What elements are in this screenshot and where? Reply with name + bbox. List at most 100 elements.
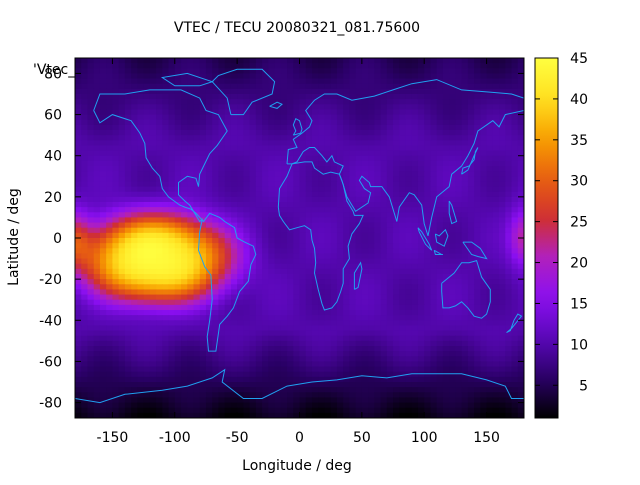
heatmap-cell [411,356,419,363]
heatmap-cell [517,191,524,198]
heatmap-cell [237,124,244,131]
heatmap-cell [349,376,357,383]
heatmap-cell [399,315,407,321]
heatmap-cell [199,88,207,95]
heatmap-cell [386,73,394,80]
heatmap-cell [405,315,413,321]
heatmap-cell [205,243,213,249]
heatmap-cell [174,299,182,306]
heatmap-cell [343,248,350,255]
heatmap-cell [287,268,294,275]
heatmap-cell [393,325,400,332]
heatmap-cell [455,227,463,234]
heatmap-cell [405,130,413,136]
heatmap-cell [75,387,82,393]
heatmap-cell [75,356,82,363]
heatmap-cell [168,361,176,368]
heatmap-cell [99,371,107,378]
heatmap-cell [274,176,282,183]
heatmap-cell [455,351,463,357]
heatmap-cell [361,145,369,152]
heatmap-cell [75,212,82,219]
heatmap-cell [336,176,344,183]
heatmap-cell [274,171,282,177]
heatmap-cell [499,135,506,141]
heatmap-cell [467,340,475,347]
heatmap-cell [442,191,450,198]
heatmap-cell [274,68,282,75]
heatmap-cell [374,207,382,213]
heatmap-cell [106,109,114,116]
heatmap-cell [480,181,488,188]
heatmap-cell [93,104,101,111]
heatmap-cell [137,145,145,152]
heatmap-cell [268,135,276,141]
heatmap-cell [467,124,475,131]
heatmap-cell [386,150,394,157]
heatmap-cell [162,294,170,301]
heatmap-cell [131,202,138,208]
heatmap-cell [324,186,332,193]
heatmap-cell [280,402,288,409]
heatmap-cell [99,119,107,126]
heatmap-cell [336,279,344,285]
heatmap-cell [255,330,263,337]
heatmap-cell [430,346,438,352]
heatmap-cell [205,176,213,183]
heatmap-cell [355,258,363,265]
heatmap-cell [318,330,326,337]
heatmap-cell [93,238,101,244]
heatmap-cell [143,232,151,239]
heatmap-cell [355,304,363,311]
heatmap-cell [455,207,463,213]
heatmap-cell [205,310,213,316]
heatmap-cell [405,104,413,111]
heatmap-cell [411,202,419,208]
heatmap-cell [305,135,313,141]
heatmap-cell [280,330,288,337]
heatmap-cell [430,304,438,311]
heatmap-cell [199,274,207,280]
heatmap-cell [299,320,307,327]
heatmap-cell [181,294,188,301]
heatmap-cell [393,119,400,126]
heatmap-cell [124,351,132,357]
heatmap-cell [386,88,394,95]
heatmap-cell [311,248,319,255]
heatmap-cell [361,335,369,342]
heatmap-cell [299,78,307,85]
heatmap-cell [243,124,251,131]
heatmap-cell [112,130,120,136]
heatmap-cell [212,109,220,116]
heatmap-cell [274,181,282,188]
heatmap-cell [118,232,126,239]
heatmap-cell [137,346,145,352]
heatmap-cell [417,227,425,234]
heatmap-cell [505,284,513,291]
heatmap-cell [75,207,82,213]
heatmap-cell [424,402,432,409]
heatmap-cell [137,140,145,147]
heatmap-cell [355,387,363,393]
heatmap-cell [205,279,213,285]
heatmap-cell [374,279,382,285]
heatmap-cell [156,145,163,152]
heatmap-cell [361,130,369,136]
heatmap-cell [330,310,338,316]
heatmap-cell [393,94,400,100]
heatmap-cell [442,294,450,301]
heatmap-cell [374,58,382,64]
heatmap-cell [424,407,432,414]
heatmap-cell [75,335,82,342]
heatmap-cell [311,284,319,291]
heatmap-cell [380,171,388,177]
heatmap-cell [118,356,126,363]
heatmap-cell [411,340,419,347]
heatmap-cell [399,160,407,167]
heatmap-cell [230,310,238,316]
heatmap-cell [106,407,114,414]
heatmap-cell [380,135,388,141]
heatmap-cell [455,68,463,75]
heatmap-cell [461,346,469,352]
